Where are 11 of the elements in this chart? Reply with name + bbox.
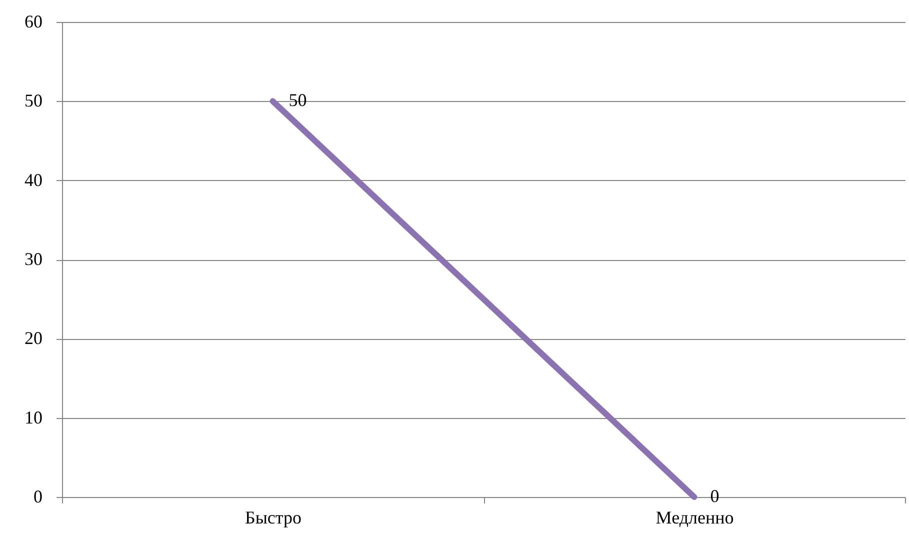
y-tick-label: 10 — [24, 407, 42, 428]
data-label: 0 — [710, 486, 720, 506]
x-tick-label: Быстро — [244, 508, 302, 528]
y-tick-label: 50 — [24, 90, 42, 111]
data-label: 50 — [288, 90, 307, 110]
x-tick-label: Медленно — [656, 508, 734, 528]
y-tick-label: 30 — [24, 249, 42, 269]
y-tick-label: 0 — [34, 486, 42, 506]
y-tick-label: 40 — [24, 170, 42, 190]
y-tick-label: 60 — [24, 12, 42, 32]
y-tick-label: 20 — [24, 328, 42, 348]
